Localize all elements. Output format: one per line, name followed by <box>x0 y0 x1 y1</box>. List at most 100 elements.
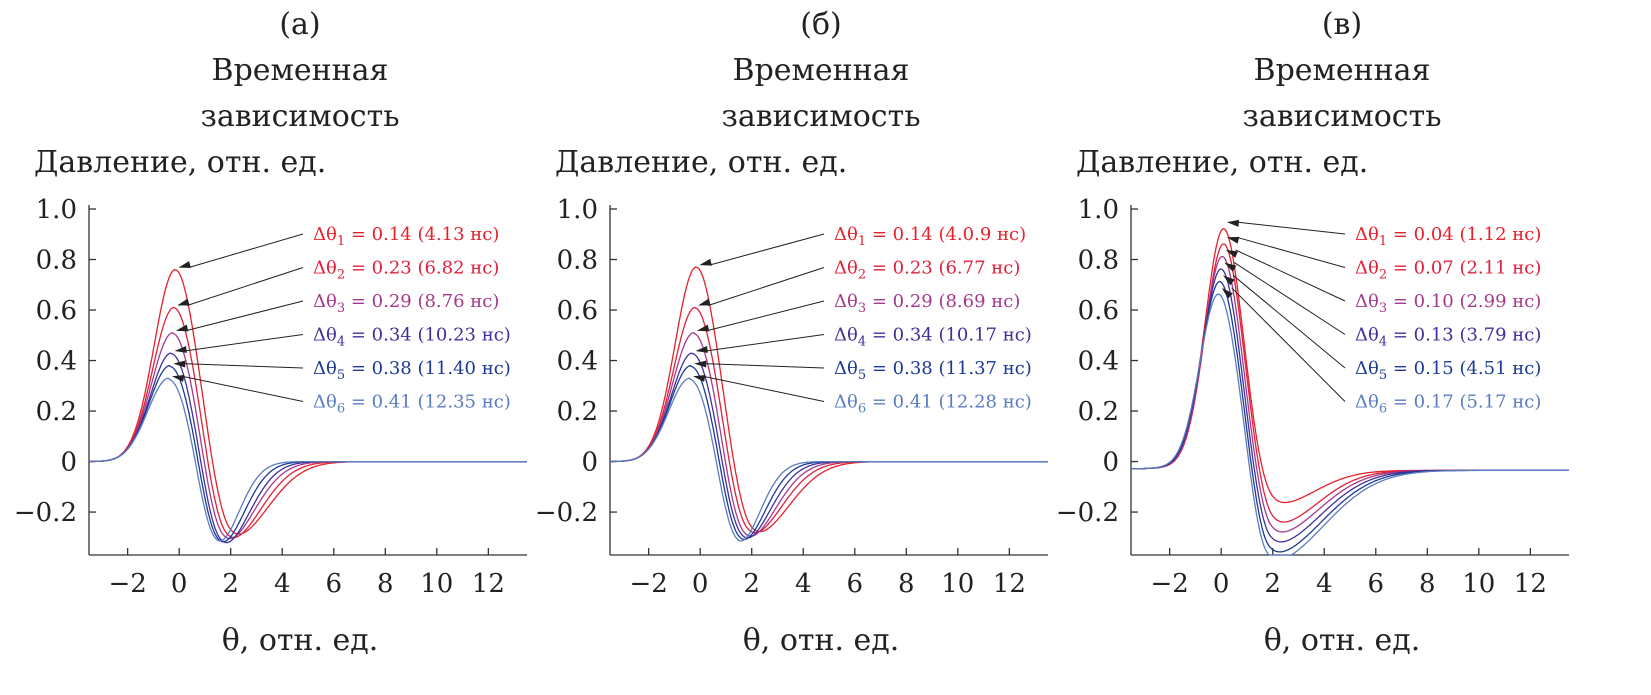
arrow-head <box>699 258 712 266</box>
series-line <box>610 377 1048 542</box>
x-tick-label: 10 <box>420 569 453 599</box>
y-tick-label: −0.2 <box>535 498 598 528</box>
annotation-label: Δθ2 = 0.07 (2.11 нс) <box>1355 258 1541 283</box>
x-tick-label: 10 <box>941 569 974 599</box>
arrow-head <box>1225 249 1238 258</box>
y-tick-label: 0 <box>60 448 77 478</box>
arrow-head <box>1224 262 1237 272</box>
annotation-label: Δθ1 = 0.14 (4.13 нс) <box>313 224 499 249</box>
y-tick-label: 0.8 <box>36 246 77 276</box>
annotation-arrow <box>704 363 825 369</box>
arrow-head <box>177 298 190 306</box>
annotation-arrow <box>706 300 825 332</box>
y-tick-label: 1.0 <box>557 195 598 225</box>
y-tick-label: 0.6 <box>557 296 598 326</box>
y-tick-label: 0.4 <box>557 347 598 377</box>
panel-title-line1: Временная <box>212 53 389 88</box>
arrow-head <box>698 298 711 306</box>
panel-1: (а) Временная зависимость Давление, отн. ед… <box>14 7 527 658</box>
x-tick-label: 8 <box>898 569 915 599</box>
annotation-arrow <box>181 375 304 402</box>
arrow-head <box>694 360 707 368</box>
panel-letter: (а) <box>279 7 320 42</box>
y-tick-label: 0 <box>581 448 598 478</box>
y-tick-label: 0.4 <box>36 347 77 377</box>
arrow-head <box>175 324 189 332</box>
arrow-head <box>696 324 710 332</box>
annotation-arrow <box>702 375 825 402</box>
series-line <box>1131 280 1569 553</box>
annotation-arrow <box>1235 249 1346 302</box>
panel-3: (в) Временная зависимость Давление, отн. ед… <box>1056 7 1569 658</box>
x-tick-label: −2 <box>108 569 146 599</box>
annotation-arrow <box>1231 287 1346 402</box>
annotation-label: Δθ3 = 0.29 (8.76 нс) <box>313 291 499 316</box>
arrow-head <box>1226 219 1240 227</box>
y-tick-label: −0.2 <box>1056 498 1119 528</box>
x-tick-label: 0 <box>1213 569 1230 599</box>
x-tick-label: 12 <box>993 569 1026 599</box>
arrow-head <box>1221 287 1233 299</box>
annotation-label: Δθ4 = 0.34 (10.17 нс) <box>834 325 1032 350</box>
annotation-arrow <box>184 334 304 352</box>
annotation-label: Δθ4 = 0.34 (10.23 нс) <box>313 325 511 350</box>
series-line <box>1131 293 1569 556</box>
annotation-label: Δθ2 = 0.23 (6.77 нс) <box>834 258 1020 283</box>
y-axis-label: Давление, отн. ед. <box>34 145 326 180</box>
x-tick-label: 12 <box>472 569 505 599</box>
y-tick-label: −0.2 <box>14 498 77 528</box>
annotation-arrow <box>1232 274 1346 369</box>
y-tick-label: 0.8 <box>1078 246 1119 276</box>
panel-2: (б) Временная зависимость Давление, отн. ед… <box>535 7 1048 658</box>
annotation-arrow <box>188 233 304 269</box>
series-line <box>89 352 527 544</box>
panel-letter: (б) <box>800 7 841 42</box>
x-tick-label: −2 <box>629 569 667 599</box>
y-axis-label: Давление, отн. ед. <box>1076 145 1368 180</box>
annotation-label: Δθ3 = 0.10 (2.99 нс) <box>1355 291 1541 316</box>
annotation-label: Δθ5 = 0.38 (11.37 нс) <box>834 358 1032 383</box>
x-tick-label: 2 <box>222 569 239 599</box>
annotation-label: Δθ2 = 0.23 (6.82 нс) <box>313 258 499 283</box>
annotation-label: Δθ4 = 0.13 (3.79 нс) <box>1355 325 1541 350</box>
y-tick-label: 0.2 <box>1078 397 1119 427</box>
x-axis-label: θ, отн. ед. <box>743 623 900 658</box>
annotation-arrow <box>709 233 825 266</box>
x-tick-label: 8 <box>377 569 394 599</box>
annotation-arrow <box>705 334 825 352</box>
y-tick-label: 0.8 <box>557 246 598 276</box>
arrow-head <box>1222 275 1235 286</box>
annotation-label: Δθ1 = 0.14 (4.0.9 нс) <box>834 224 1026 249</box>
annotation-arrow <box>1236 221 1346 235</box>
x-tick-label: 8 <box>1419 569 1436 599</box>
x-tick-label: 6 <box>1367 569 1384 599</box>
arrow-head <box>173 360 186 368</box>
panel-title-line2: зависимость <box>721 99 920 134</box>
y-tick-label: 0.4 <box>1078 347 1119 377</box>
y-tick-label: 0 <box>1102 448 1119 478</box>
panel-title-line1: Временная <box>733 53 910 88</box>
x-tick-label: 4 <box>274 569 291 599</box>
annotation-arrow <box>1236 236 1346 268</box>
x-tick-label: 12 <box>1514 569 1547 599</box>
x-tick-label: 6 <box>325 569 342 599</box>
y-tick-label: 1.0 <box>36 195 77 225</box>
panel-title-line2: зависимость <box>200 99 399 134</box>
x-tick-label: 2 <box>743 569 760 599</box>
arrow-head <box>695 345 708 353</box>
panel-title-line1: Временная <box>1254 53 1431 88</box>
annotation-arrow <box>1233 262 1346 335</box>
annotation-label: Δθ6 = 0.41 (12.35 нс) <box>313 392 511 417</box>
y-tick-label: 0.6 <box>36 296 77 326</box>
annotation-arrow <box>186 267 304 306</box>
arrow-head <box>171 375 185 382</box>
x-tick-label: 4 <box>795 569 812 599</box>
y-tick-label: 1.0 <box>1078 195 1119 225</box>
y-axis-label: Давление, отн. ед. <box>555 145 847 180</box>
annotation-label: Δθ6 = 0.41 (12.28 нс) <box>834 392 1032 417</box>
x-tick-label: 0 <box>171 569 188 599</box>
arrow-head <box>178 261 191 268</box>
x-tick-label: 10 <box>1462 569 1495 599</box>
annotation-arrow <box>707 267 825 306</box>
